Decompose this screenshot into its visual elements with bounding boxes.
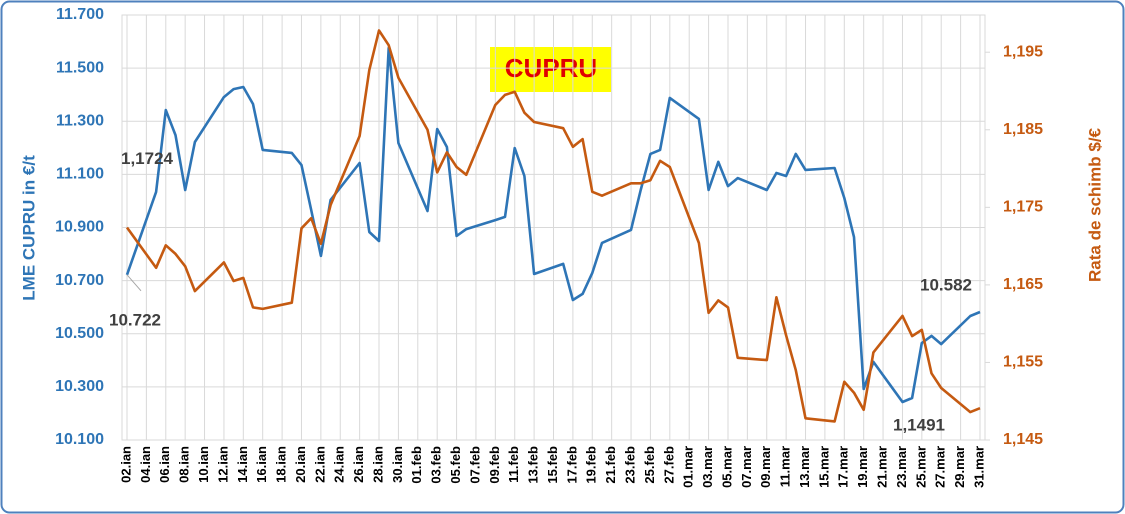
x-tick-label: 31.mar: [971, 446, 986, 488]
x-tick-label: 17.mar: [836, 446, 851, 488]
x-tick-label: 11.mar: [778, 446, 793, 487]
x-tick-label: 21.mar: [875, 446, 890, 488]
y-axis-title: LME CUPRU in €/t: [19, 155, 38, 301]
series-line: [125, 46, 981, 404]
y-tick-label: 10.900: [55, 219, 104, 236]
y-tick-label: 11.300: [56, 112, 104, 129]
y-tick-label: 11.700: [56, 6, 104, 23]
x-tick-label: 07.feb: [467, 446, 482, 484]
x-tick-label: 26.ian: [351, 446, 366, 483]
x-tick-label: 19.mar: [855, 446, 870, 488]
x-tick-label: 05.feb: [448, 446, 463, 484]
x-tick-label: 10.ian: [196, 446, 211, 483]
x-tick-label: 03.mar: [700, 446, 715, 488]
y-tick-label: 11.100: [56, 166, 104, 183]
x-tick-label: 01.mar: [681, 446, 696, 488]
y-tick-label: 11.500: [56, 59, 104, 76]
x-tick-label: 28.ian: [370, 446, 385, 483]
x-tick-label: 12.ian: [215, 446, 230, 483]
x-tick-label: 22.ian: [312, 446, 327, 483]
value-label: 1,1491: [893, 416, 945, 435]
value-label: 1,1724: [121, 149, 174, 168]
y2-tick-label: 1,185: [1003, 121, 1043, 138]
x-tick-label: 06.ian: [157, 446, 172, 483]
y-tick-label: 10.500: [55, 325, 104, 342]
x-tick-label: 09.feb: [487, 446, 502, 484]
x-tick-label: 07.mar: [739, 446, 754, 488]
x-tick-label: 14.ian: [235, 446, 250, 483]
series-line: [125, 29, 981, 423]
y2-tick-label: 1,145: [1003, 431, 1043, 448]
y-tick-label: 10.700: [55, 272, 104, 289]
x-tick-label: 27.mar: [933, 446, 948, 488]
y2-tick-label: 1,155: [1003, 354, 1043, 371]
x-tick-label: 17.feb: [564, 446, 579, 484]
y-tick-label: 10.300: [55, 378, 104, 395]
value-label: 10.722: [109, 310, 161, 329]
title-box: [490, 47, 611, 92]
x-tick-label: 01.feb: [409, 446, 424, 484]
x-tick-label: 08.ian: [177, 446, 192, 483]
x-tick-label: 15.mar: [816, 446, 831, 488]
x-tick-label: 24.ian: [332, 446, 347, 483]
x-tick-label: 21.feb: [603, 446, 618, 484]
x-tick-label: 02.ian: [118, 446, 133, 483]
y-tick-label: 10.100: [55, 431, 104, 448]
x-tick-label: 25.feb: [642, 446, 657, 484]
x-tick-label: 16.ian: [254, 446, 269, 483]
x-tick-label: 11.feb: [506, 446, 521, 483]
x-tick-label: 23.feb: [622, 446, 637, 484]
y2-axis-title: Rata de schimb $/€: [1085, 127, 1104, 282]
x-tick-label: 13.feb: [526, 446, 541, 484]
x-tick-label: 27.feb: [661, 446, 676, 484]
x-tick-label: 20.ian: [293, 446, 308, 483]
x-tick-label: 03.feb: [429, 446, 444, 484]
x-tick-label: 15.feb: [545, 446, 560, 484]
value-label: 10.582: [920, 275, 972, 294]
leader-line: [126, 274, 142, 292]
x-tick-label: 19.feb: [584, 446, 599, 484]
y2-tick-label: 1,175: [1003, 199, 1043, 216]
x-tick-label: 30.ian: [390, 446, 405, 483]
x-tick-label: 05.mar: [719, 446, 734, 488]
x-tick-label: 18.ian: [274, 446, 289, 483]
x-tick-label: 04.ian: [138, 446, 153, 483]
x-tick-label: 13.mar: [797, 446, 812, 488]
x-tick-label: 29.mar: [952, 446, 967, 488]
x-tick-label: 09.mar: [758, 446, 773, 488]
x-tick-label: 23.mar: [894, 446, 909, 488]
y2-tick-label: 1,165: [1003, 276, 1043, 293]
x-tick-label: 25.mar: [913, 446, 928, 488]
y2-tick-label: 1,195: [1003, 43, 1043, 60]
